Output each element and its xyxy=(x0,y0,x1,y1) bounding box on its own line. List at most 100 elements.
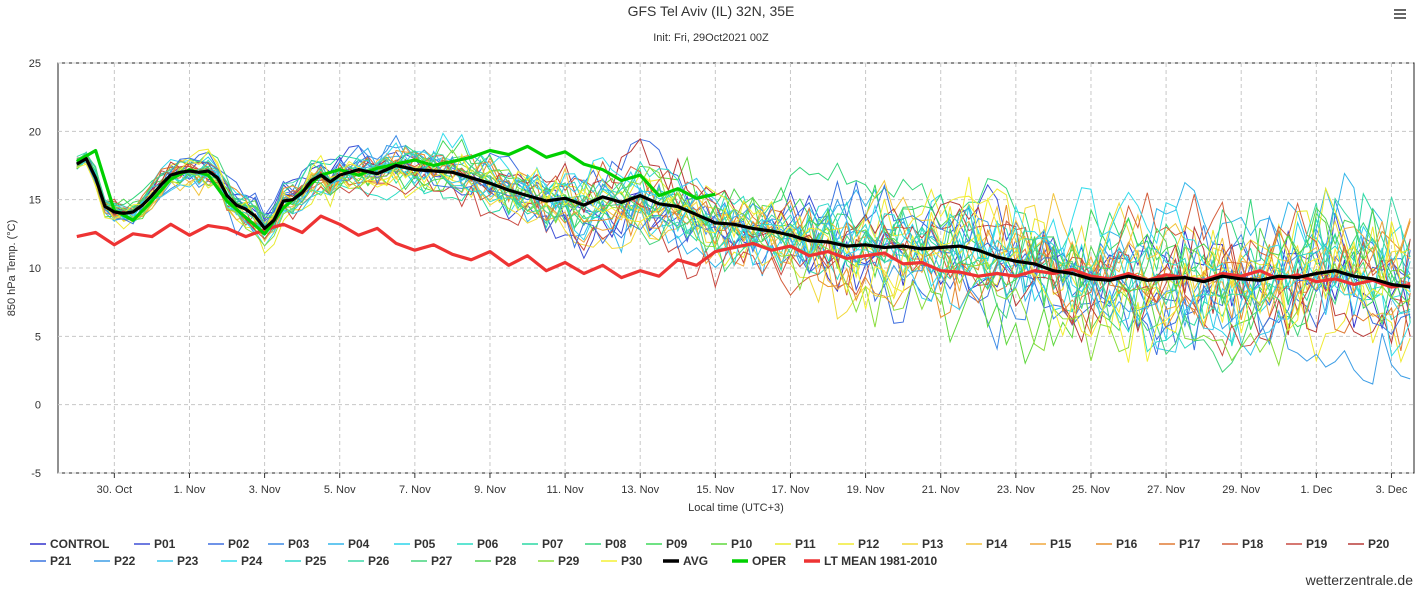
legend-item[interactable]: P27 xyxy=(411,554,453,568)
legend-label[interactable]: P23 xyxy=(177,554,199,568)
legend-item[interactable]: LT MEAN 1981-2010 xyxy=(804,554,937,568)
legend-item[interactable]: P15 xyxy=(1030,537,1072,551)
legend-item[interactable]: P08 xyxy=(585,537,627,551)
y-tick-label: 15 xyxy=(29,195,41,207)
legend-item[interactable]: P09 xyxy=(646,537,688,551)
member-line-p29 xyxy=(76,149,1411,367)
legend-label[interactable]: P09 xyxy=(666,537,688,551)
legend-label[interactable]: P17 xyxy=(1179,537,1201,551)
legend-item[interactable]: P13 xyxy=(902,537,944,551)
legend-label[interactable]: P05 xyxy=(414,537,436,551)
legend-label[interactable]: P11 xyxy=(795,537,816,551)
legend-label[interactable]: CONTROL xyxy=(50,537,109,551)
legend-item[interactable]: P04 xyxy=(328,537,370,551)
legend-item[interactable]: P22 xyxy=(94,554,136,568)
legend-item[interactable]: P18 xyxy=(1222,537,1264,551)
legend-item[interactable]: P02 xyxy=(208,537,250,551)
legend-label[interactable]: P20 xyxy=(1368,537,1390,551)
member-line-p19 xyxy=(76,155,1411,357)
legend: CONTROL P01 P02 P03 P04 P05 P06 P07 P08 P09 P10 P11… xyxy=(30,537,1390,568)
legend-item[interactable]: P01 xyxy=(134,537,176,551)
legend-label[interactable]: P03 xyxy=(288,537,310,551)
x-tick-label: 3. Dec xyxy=(1376,484,1408,496)
legend-label[interactable]: LT MEAN 1981-2010 xyxy=(824,554,937,568)
x-tick-label: 7. Nov xyxy=(399,484,431,496)
legend-label[interactable]: P18 xyxy=(1242,537,1264,551)
legend-label[interactable]: AVG xyxy=(683,554,708,568)
credit-text[interactable]: wetterzentrale.de xyxy=(1305,572,1414,588)
legend-item[interactable]: P21 xyxy=(30,554,72,568)
legend-item[interactable]: P11 xyxy=(775,537,816,551)
x-tick-label: 19. Nov xyxy=(847,484,885,496)
y-axis: -5 0 5 10 15 20 25 xyxy=(29,58,41,480)
x-tick-label: 5. Nov xyxy=(324,484,356,496)
legend-label[interactable]: P22 xyxy=(114,554,136,568)
legend-label[interactable]: P30 xyxy=(621,554,643,568)
legend-label[interactable]: P08 xyxy=(605,537,627,551)
legend-label[interactable]: P07 xyxy=(542,537,564,551)
member-line-p10 xyxy=(76,155,1411,365)
legend-label[interactable]: P26 xyxy=(368,554,390,568)
legend-label[interactable]: P06 xyxy=(477,537,499,551)
x-tick-label: 1. Dec xyxy=(1300,484,1332,496)
legend-label[interactable]: P28 xyxy=(495,554,517,568)
legend-label[interactable]: P10 xyxy=(731,537,753,551)
x-tick-label: 1. Nov xyxy=(174,484,206,496)
x-tick-label: 13. Nov xyxy=(621,484,659,496)
member-line-p24 xyxy=(76,132,1411,358)
legend-item[interactable]: P10 xyxy=(711,537,753,551)
legend-label[interactable]: P24 xyxy=(241,554,263,568)
legend-item[interactable]: P03 xyxy=(268,537,310,551)
y-tick-label: 0 xyxy=(35,400,41,412)
legend-item[interactable]: P12 xyxy=(838,537,880,551)
legend-label[interactable]: P16 xyxy=(1116,537,1138,551)
legend-label[interactable]: P27 xyxy=(431,554,453,568)
legend-label[interactable]: P04 xyxy=(348,537,370,551)
y-tick-label: 25 xyxy=(29,58,41,70)
x-tick-label: 11. Nov xyxy=(547,484,585,496)
legend-item[interactable]: P29 xyxy=(538,554,580,568)
legend-label[interactable]: P15 xyxy=(1050,537,1072,551)
legend-item[interactable]: P30 xyxy=(601,554,643,568)
legend-item[interactable]: P23 xyxy=(157,554,199,568)
legend-label[interactable]: P21 xyxy=(50,554,72,568)
x-tick-label: 25. Nov xyxy=(1072,484,1110,496)
legend-label[interactable]: P25 xyxy=(305,554,327,568)
legend-item[interactable]: CONTROL xyxy=(30,537,109,551)
x-axis-title: Local time (UTC+3) xyxy=(688,502,784,514)
member-line-p17 xyxy=(76,155,1411,352)
legend-item[interactable]: P05 xyxy=(394,537,436,551)
legend-label[interactable]: P01 xyxy=(154,537,176,551)
y-tick-label: 10 xyxy=(29,263,41,275)
legend-label[interactable]: P14 xyxy=(986,537,1008,551)
legend-item[interactable]: P24 xyxy=(221,554,263,568)
legend-item[interactable]: P20 xyxy=(1348,537,1390,551)
hamburger-menu-icon[interactable] xyxy=(1394,9,1406,11)
legend-item[interactable]: P16 xyxy=(1096,537,1138,551)
legend-item[interactable]: P25 xyxy=(285,554,327,568)
y-tick-label: -5 xyxy=(31,468,41,480)
main-series xyxy=(75,144,1411,289)
menu-button[interactable] xyxy=(1393,7,1409,21)
legend-item[interactable]: P06 xyxy=(457,537,499,551)
x-tick-label: 27. Nov xyxy=(1147,484,1185,496)
x-axis: 30. Oct 1. Nov 3. Nov 5. Nov 7. Nov 9. Nov 11.… xyxy=(97,473,1408,496)
legend-item[interactable]: P19 xyxy=(1286,537,1328,551)
legend-item[interactable]: P28 xyxy=(475,554,517,568)
legend-item[interactable]: OPER xyxy=(732,554,786,568)
legend-item[interactable]: P07 xyxy=(522,537,564,551)
legend-item[interactable]: P26 xyxy=(348,554,390,568)
legend-item[interactable]: P14 xyxy=(966,537,1008,551)
legend-label[interactable]: P02 xyxy=(228,537,250,551)
legend-label[interactable]: OPER xyxy=(752,554,786,568)
legend-item[interactable]: P17 xyxy=(1159,537,1201,551)
x-tick-label: 9. Nov xyxy=(474,484,506,496)
legend-label[interactable]: P19 xyxy=(1306,537,1328,551)
x-tick-label: 15. Nov xyxy=(696,484,734,496)
legend-item[interactable]: AVG xyxy=(663,554,708,568)
legend-label[interactable]: P13 xyxy=(922,537,944,551)
legend-label[interactable]: P29 xyxy=(558,554,580,568)
x-tick-label: 30. Oct xyxy=(97,484,132,496)
legend-label[interactable]: P12 xyxy=(858,537,880,551)
